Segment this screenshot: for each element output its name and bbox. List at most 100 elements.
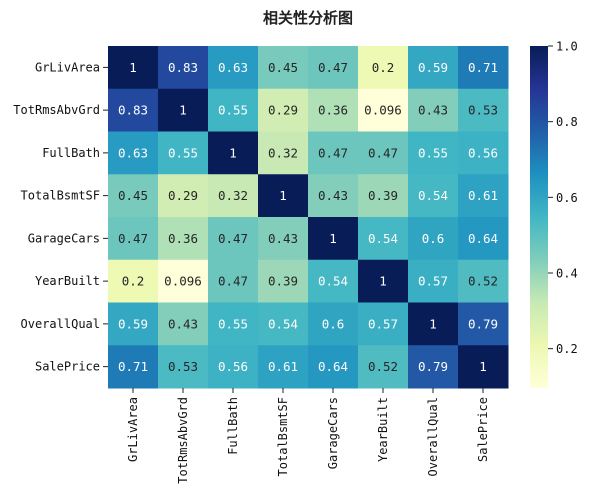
- colorbar-tick-label: 0.6: [556, 191, 578, 205]
- heatmap-cell: [108, 217, 159, 261]
- heatmap-cell: [258, 46, 309, 90]
- cell-annotation: 0.57: [418, 274, 448, 289]
- heatmap-cell: [208, 88, 259, 132]
- cell-annotation: 0.63: [118, 145, 148, 160]
- heatmap-cell: [258, 345, 309, 389]
- x-tick-label: TotRmsAbvGrd: [176, 397, 190, 484]
- heatmap-cell: [108, 131, 159, 175]
- cell-annotation: 0.54: [318, 274, 348, 289]
- cell-annotation: 1: [179, 103, 187, 118]
- heatmap-cell: [408, 259, 459, 303]
- cell-annotation: 0.2: [372, 60, 395, 75]
- heatmap-cell: [158, 345, 209, 389]
- cell-annotation: 0.54: [418, 188, 448, 203]
- cell-annotation: 0.43: [418, 103, 448, 118]
- cell-annotation: 0.47: [218, 274, 248, 289]
- cell-annotation: 0.64: [318, 359, 348, 374]
- cell-annotation: 0.83: [118, 103, 148, 118]
- cell-annotation: 0.55: [168, 145, 198, 160]
- heatmap-cell: [208, 46, 259, 90]
- cell-annotation: 0.47: [318, 60, 348, 75]
- cell-annotation: 0.64: [468, 231, 498, 246]
- cell-annotation: 0.55: [218, 316, 248, 331]
- cell-annotation: 0.56: [218, 359, 248, 374]
- y-tick-label: SalePrice: [35, 360, 100, 374]
- heatmap-cell: [458, 88, 509, 132]
- heatmap-cell: [258, 88, 309, 132]
- cell-annotation: 0.52: [368, 359, 398, 374]
- colorbar: [530, 46, 548, 388]
- cell-annotation: 0.79: [418, 359, 448, 374]
- heatmap-cell: [158, 174, 209, 218]
- heatmap-cell: [208, 259, 259, 303]
- heatmap-cell: [158, 131, 209, 175]
- cell-annotation: 0.55: [418, 145, 448, 160]
- colorbar-tick-label: 0.2: [556, 342, 578, 356]
- heatmap-cell: [258, 217, 309, 261]
- cell-annotation: 0.45: [268, 60, 298, 75]
- cell-annotation: 0.36: [318, 103, 348, 118]
- cell-annotation: 0.59: [418, 60, 448, 75]
- heatmap-cell: [308, 88, 359, 132]
- heatmap-cell: [108, 46, 159, 90]
- heatmap-cell: [308, 174, 359, 218]
- x-tick-label: YearBuilt: [376, 397, 390, 462]
- cell-annotation: 1: [279, 188, 287, 203]
- y-tick-label: TotalBsmtSF: [21, 189, 100, 203]
- heatmap-cell: [358, 345, 409, 389]
- heatmap-cell: [358, 302, 409, 346]
- heatmap-cell: [458, 217, 509, 261]
- heatmap-cell: [308, 46, 359, 90]
- cell-annotation: 0.096: [364, 103, 402, 118]
- y-tick-label: OverallQual: [21, 317, 100, 331]
- cell-annotation: 0.53: [468, 103, 498, 118]
- y-tick-label: YearBuilt: [35, 274, 100, 288]
- cell-annotation: 0.56: [468, 145, 498, 160]
- heatmap-cell: [408, 46, 459, 90]
- cell-annotation: 1: [429, 316, 437, 331]
- heatmap-cell: [258, 174, 309, 218]
- colorbar-tick-label: 0.4: [556, 266, 578, 280]
- x-tick-label: SalePrice: [476, 397, 490, 462]
- cell-annotation: 0.79: [468, 316, 498, 331]
- cell-annotation: 0.39: [368, 188, 398, 203]
- colorbar-tick-label: 0.8: [556, 115, 578, 129]
- heatmap-cell: [358, 46, 409, 90]
- x-tick-label: FullBath: [226, 397, 240, 455]
- cell-annotation: 0.43: [318, 188, 348, 203]
- cell-annotation: 1: [329, 231, 337, 246]
- cell-annotation: 0.29: [268, 103, 298, 118]
- cell-annotation: 0.2: [122, 274, 145, 289]
- y-tick-label: GarageCars: [28, 231, 100, 245]
- cell-annotation: 0.59: [118, 316, 148, 331]
- heatmap-cell: [108, 88, 159, 132]
- y-tick-label: FullBath: [42, 146, 100, 160]
- x-tick-label: TotalBsmtSF: [276, 397, 290, 476]
- heatmap-cell: [458, 46, 509, 90]
- heatmap-cell: [158, 259, 209, 303]
- cell-annotation: 1: [479, 359, 487, 374]
- heatmap-cell: [458, 302, 509, 346]
- heatmap-cell: [358, 131, 409, 175]
- cell-annotation: 0.096: [164, 274, 202, 289]
- cell-annotation: 0.61: [468, 188, 498, 203]
- colorbar-tick-label: 1.0: [556, 40, 578, 54]
- heatmap-cell: [208, 302, 259, 346]
- cell-annotation: 0.52: [468, 274, 498, 289]
- cell-annotation: 0.32: [218, 188, 248, 203]
- cell-annotation: 0.45: [118, 188, 148, 203]
- heatmap-cell: [208, 217, 259, 261]
- heatmap-cell: [258, 131, 309, 175]
- heatmap-cell: [108, 345, 159, 389]
- heatmap-cell: [308, 345, 359, 389]
- heatmap-cell: [108, 174, 159, 218]
- heatmap-cell: [158, 302, 209, 346]
- cell-annotation: 0.54: [368, 231, 398, 246]
- y-tick-label: GrLivArea: [35, 60, 100, 74]
- cell-annotation: 0.83: [168, 60, 198, 75]
- cell-annotation: 0.47: [218, 231, 248, 246]
- heatmap-cell: [108, 259, 159, 303]
- cell-annotation: 0.54: [268, 316, 298, 331]
- heatmap-cell: [358, 88, 409, 132]
